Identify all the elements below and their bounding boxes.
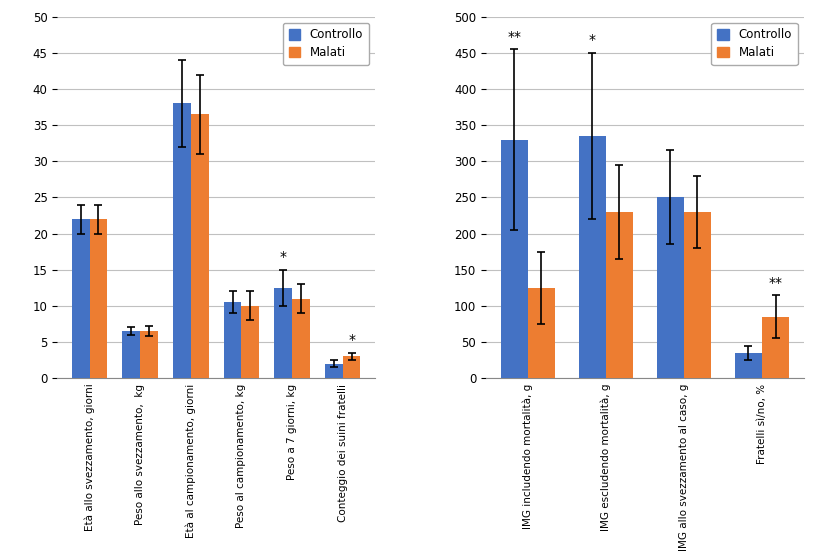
Bar (500, 140, 527, 378)
Legend: Controllo, Malati: Controllo, Malati (710, 23, 797, 65)
Bar (324, 364, 342, 378)
Bar (72, 219, 89, 378)
Bar (342, 356, 360, 378)
Bar (527, 288, 554, 378)
Bar (656, 197, 683, 378)
Bar (241, 306, 259, 378)
Bar (122, 331, 140, 378)
Bar (578, 136, 605, 378)
Text: **: ** (506, 30, 521, 44)
Bar (683, 212, 710, 378)
Text: **: ** (767, 276, 781, 290)
Bar (761, 316, 788, 378)
Bar (224, 302, 241, 378)
Bar (734, 353, 761, 378)
Bar (292, 299, 310, 378)
Text: *: * (279, 250, 287, 264)
Bar (89, 219, 107, 378)
Bar (173, 103, 191, 378)
Text: *: * (348, 334, 355, 348)
Bar (140, 331, 158, 378)
Bar (191, 115, 208, 378)
Text: *: * (588, 33, 595, 47)
Bar (605, 212, 632, 378)
Legend: Controllo, Malati: Controllo, Malati (283, 23, 369, 65)
Bar (274, 288, 292, 378)
